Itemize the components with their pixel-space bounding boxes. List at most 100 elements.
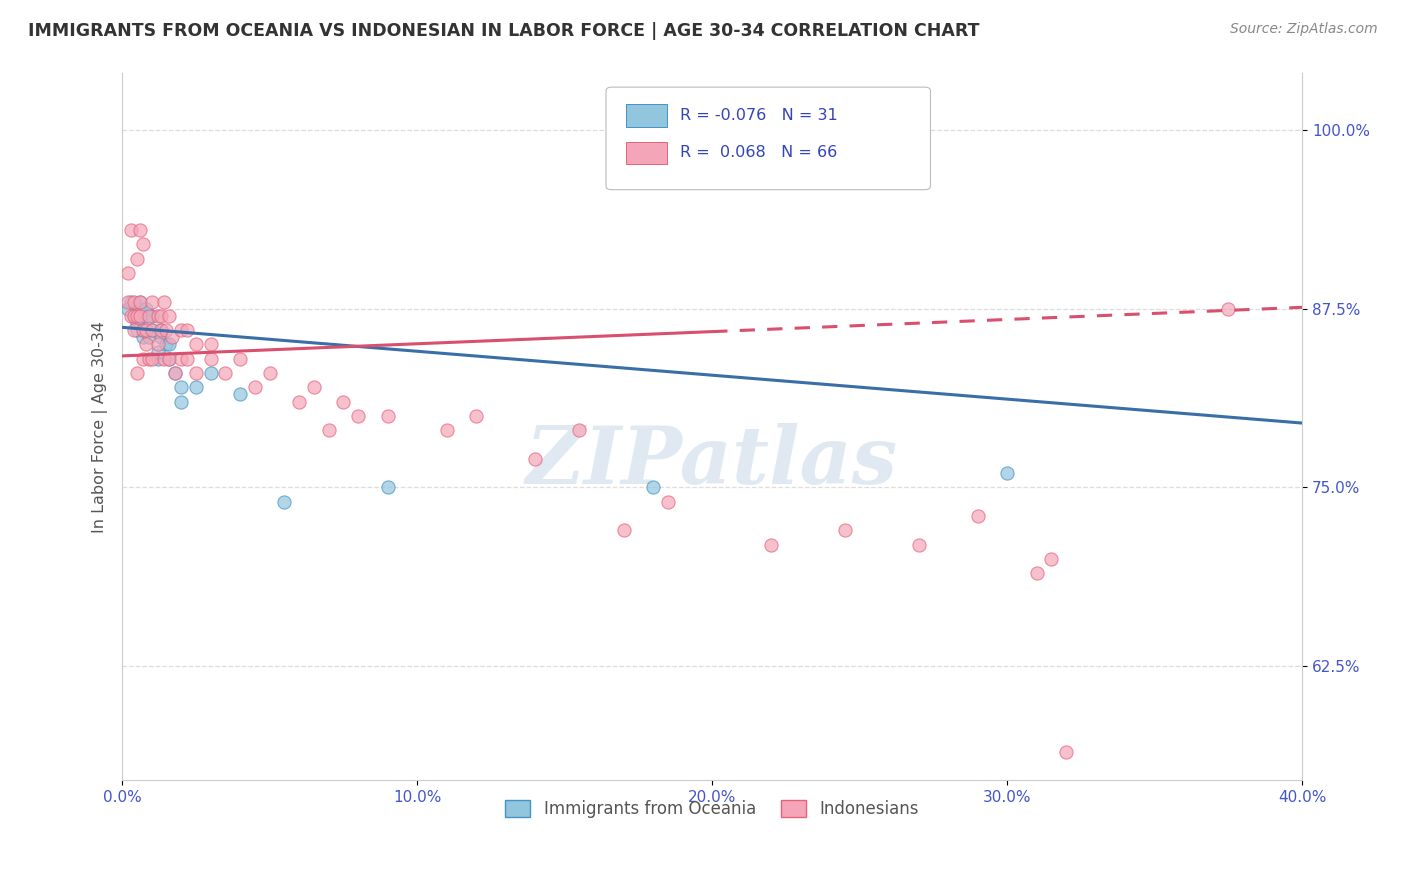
Point: [1040, 551, 1063, 566]
Point: [184, 366, 207, 380]
Point: [122, 323, 145, 337]
Point: [302, 380, 325, 394]
Point: [125, 316, 148, 330]
Point: [170, 323, 193, 337]
Point: [125, 323, 148, 337]
Point: [122, 294, 145, 309]
Point: [135, 301, 157, 316]
Point: [146, 344, 169, 359]
Point: [141, 351, 163, 366]
Point: [157, 351, 180, 366]
Point: [117, 266, 139, 280]
Point: [129, 223, 152, 237]
Point: [155, 323, 177, 337]
FancyBboxPatch shape: [606, 87, 931, 190]
Text: IMMIGRANTS FROM OCEANIA VS INDONESIAN IN LABOR FORCE | AGE 30-34 CORRELATION CHA: IMMIGRANTS FROM OCEANIA VS INDONESIAN IN…: [28, 22, 980, 40]
Point: [288, 394, 311, 409]
Point: [643, 480, 665, 494]
Point: [162, 330, 184, 344]
Point: [120, 294, 142, 309]
Point: [214, 366, 236, 380]
Text: R = -0.076   N = 31: R = -0.076 N = 31: [681, 108, 838, 123]
FancyBboxPatch shape: [626, 142, 668, 164]
Point: [132, 330, 155, 344]
Text: R =  0.068   N = 66: R = 0.068 N = 66: [681, 145, 838, 161]
Point: [524, 451, 547, 466]
Point: [184, 380, 207, 394]
Point: [120, 309, 142, 323]
Point: [149, 309, 172, 323]
Point: [176, 323, 198, 337]
Point: [568, 423, 591, 437]
Point: [200, 351, 222, 366]
Point: [170, 351, 193, 366]
Point: [834, 523, 856, 537]
Point: [129, 294, 152, 309]
Legend: Immigrants from Oceania, Indonesians: Immigrants from Oceania, Indonesians: [499, 794, 925, 825]
Point: [138, 330, 160, 344]
Point: [377, 409, 399, 423]
Point: [141, 323, 163, 337]
Point: [1218, 301, 1240, 316]
Point: [170, 380, 193, 394]
Point: [377, 480, 399, 494]
Point: [229, 387, 252, 401]
Point: [318, 423, 340, 437]
Point: [332, 394, 354, 409]
Point: [120, 223, 142, 237]
Point: [200, 366, 222, 380]
Point: [146, 351, 169, 366]
Point: [117, 294, 139, 309]
Point: [465, 409, 488, 423]
Point: [157, 351, 180, 366]
Point: [165, 366, 187, 380]
Point: [200, 337, 222, 351]
Point: [761, 537, 783, 551]
Point: [149, 323, 172, 337]
Point: [125, 309, 148, 323]
Point: [149, 330, 172, 344]
Point: [347, 409, 370, 423]
Point: [141, 323, 163, 337]
Point: [138, 309, 160, 323]
Point: [132, 351, 155, 366]
Point: [157, 337, 180, 351]
Point: [657, 494, 679, 508]
Point: [149, 323, 172, 337]
Point: [135, 309, 157, 323]
Point: [132, 237, 155, 252]
Point: [243, 380, 266, 394]
Point: [995, 466, 1018, 480]
Point: [117, 301, 139, 316]
Point: [132, 323, 155, 337]
Point: [170, 394, 193, 409]
Point: [1054, 745, 1077, 759]
Point: [138, 351, 160, 366]
Point: [146, 309, 169, 323]
Text: Source: ZipAtlas.com: Source: ZipAtlas.com: [1230, 22, 1378, 37]
Point: [184, 337, 207, 351]
Point: [129, 301, 152, 316]
Point: [152, 294, 174, 309]
Text: ZIPatlas: ZIPatlas: [526, 424, 898, 500]
Point: [613, 523, 636, 537]
Point: [146, 337, 169, 351]
Point: [135, 337, 157, 351]
Point: [135, 323, 157, 337]
Point: [907, 537, 929, 551]
Point: [141, 294, 163, 309]
Point: [122, 309, 145, 323]
Point: [1025, 566, 1047, 580]
Point: [152, 351, 174, 366]
Point: [229, 351, 252, 366]
Point: [273, 494, 295, 508]
Point: [129, 294, 152, 309]
Point: [155, 337, 177, 351]
Point: [132, 323, 155, 337]
FancyBboxPatch shape: [626, 104, 668, 127]
Point: [125, 366, 148, 380]
Point: [176, 351, 198, 366]
Point: [259, 366, 281, 380]
Point: [141, 309, 163, 323]
Point: [157, 309, 180, 323]
